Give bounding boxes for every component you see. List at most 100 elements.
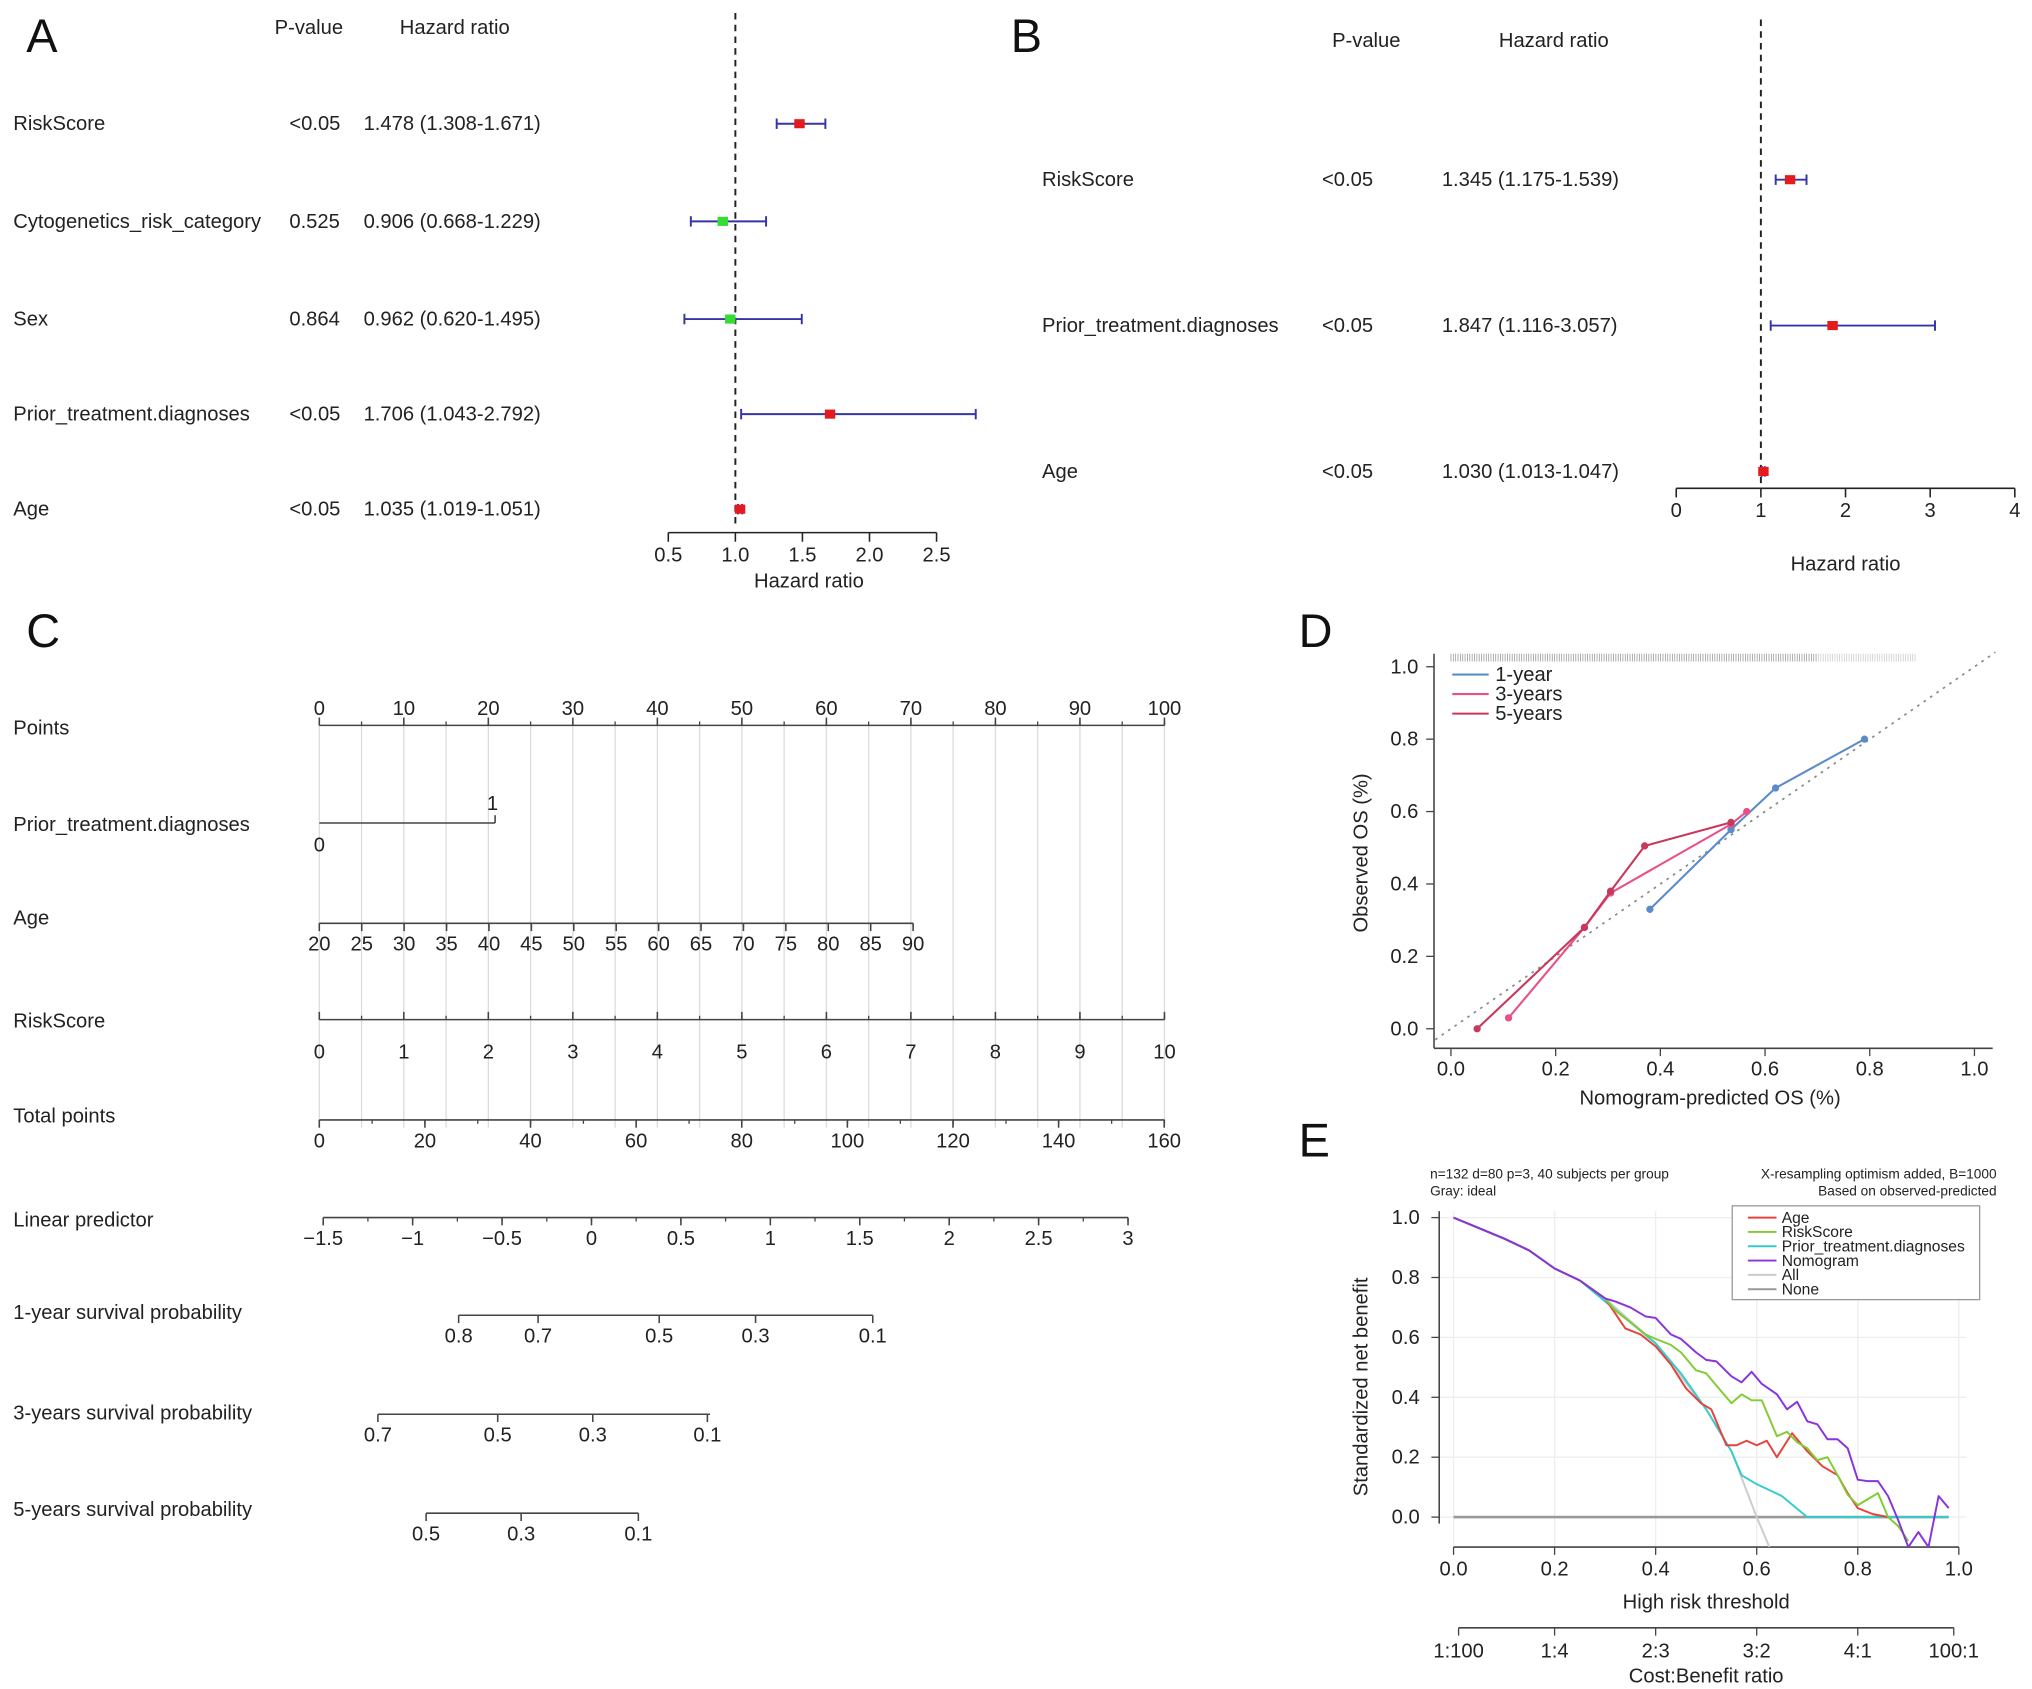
y-tick-label: 1.0	[1390, 656, 1418, 678]
scale-label: Prior_treatment.diagnoses	[13, 814, 250, 836]
scale-tick-label: 0.8	[445, 1326, 473, 1348]
p-value: <0.05	[1322, 315, 1373, 337]
y-tick-label: 0.8	[1390, 729, 1418, 751]
cb-tick-label: 1:4	[1541, 1641, 1569, 1663]
y-tick-label: 0.2	[1392, 1447, 1420, 1469]
scale-tick-label: 0	[314, 835, 325, 857]
hr-text: 1.706 (1.043-2.792)	[364, 404, 541, 426]
x-axis-label: Hazard ratio	[754, 570, 864, 592]
net-benefit-line	[1453, 1216, 1771, 1548]
scale-tick-label: 40	[519, 1130, 541, 1152]
panel-letter: C	[26, 605, 60, 657]
hr-point	[1827, 321, 1838, 331]
row-label: Prior_treatment.diagnoses	[13, 404, 250, 426]
scale-tick-label: 0.7	[364, 1425, 392, 1447]
scale-tick-label: 45	[520, 934, 542, 956]
y-axis-label: Observed OS (%)	[1351, 773, 1373, 932]
scale-tick-label: 8	[990, 1042, 1001, 1064]
scale-tick-label: 2	[483, 1042, 494, 1064]
scale-tick-label: 3	[567, 1042, 578, 1064]
x-tick-label: 0.0	[1440, 1559, 1468, 1581]
scale-tick-label: 60	[625, 1130, 647, 1152]
calibration-point	[1640, 842, 1649, 850]
scale-tick-label: 0.5	[484, 1425, 512, 1447]
calibration-point	[1473, 1025, 1481, 1033]
calibration-line	[1507, 810, 1748, 1019]
pvalue-header: P-value	[275, 17, 343, 39]
scale-tick-label: 30	[393, 934, 415, 956]
scale-tick-label: 5	[736, 1042, 747, 1064]
scale-tick-label: 0	[586, 1228, 597, 1250]
scale-tick-label: 2	[944, 1228, 955, 1250]
scale-tick-label: 30	[562, 698, 584, 720]
cb-tick-label: 1:100	[1433, 1641, 1483, 1663]
scale-tick-label: 35	[435, 934, 457, 956]
scale-tick-label: 6	[821, 1042, 832, 1064]
scale-tick-label: 100	[831, 1130, 865, 1152]
x-axis-label: Hazard ratio	[1791, 553, 1901, 575]
scale-tick-label: 160	[1147, 1130, 1181, 1152]
scale-tick-label: 0	[314, 1042, 325, 1064]
x-tick-label: 2.5	[923, 544, 951, 566]
scale-label: RiskScore	[13, 1010, 105, 1032]
note: Based on observed-predicted	[1818, 1183, 1996, 1198]
y-tick-label: 0.6	[1390, 801, 1418, 823]
scale-tick-label: 120	[936, 1130, 970, 1152]
hr-point	[824, 409, 836, 419]
y-tick-label: 1.0	[1392, 1207, 1420, 1229]
scale-tick-label: 140	[1042, 1130, 1076, 1152]
panel-letter: B	[1011, 10, 1042, 62]
scale-tick-label: 80	[731, 1130, 753, 1152]
p-value: <0.05	[289, 404, 340, 426]
x-tick-label: 2.0	[855, 544, 883, 566]
x-tick-label: 1.5	[788, 544, 816, 566]
scale-tick-label: 1	[765, 1228, 776, 1250]
calibration-point	[1606, 887, 1615, 895]
legend-label: 5-years	[1495, 703, 1562, 725]
scale-tick-label: 1	[398, 1042, 409, 1064]
scale-tick-label: 75	[775, 934, 797, 956]
hr-text: 1.478 (1.308-1.671)	[364, 113, 541, 135]
cb-tick-label: 100:1	[1929, 1641, 1979, 1663]
panel-letter: E	[1299, 1114, 1330, 1166]
scale-tick-label: 70	[732, 934, 754, 956]
note: n=132 d=80 p=3, 40 subjects per group	[1430, 1167, 1669, 1182]
scale-label: 1-year survival probability	[13, 1302, 243, 1324]
scale-tick-label: 40	[646, 698, 668, 720]
note: Gray: ideal	[1430, 1183, 1496, 1198]
x-tick-label: 0.8	[1844, 1559, 1872, 1581]
panel-letter: A	[26, 10, 58, 62]
scale-tick-label: 4	[652, 1042, 663, 1064]
scale-tick-label: −1	[401, 1228, 424, 1250]
scale-tick-label: 0.7	[524, 1326, 552, 1348]
scale-tick-label: 0.1	[859, 1326, 887, 1348]
scale-tick-label: 0.1	[624, 1524, 652, 1546]
scale-tick-label: 90	[1069, 698, 1091, 720]
x-tick-label: 0.4	[1646, 1059, 1674, 1081]
cb-tick-label: 2:3	[1642, 1641, 1670, 1663]
scale-tick-label: 60	[647, 934, 669, 956]
scale-label: Age	[13, 908, 49, 930]
scale-tick-label: 7	[905, 1042, 916, 1064]
y-tick-label: 0.2	[1390, 946, 1418, 968]
hr-point	[1784, 175, 1796, 185]
hr-text: 1.847 (1.116-3.057)	[1442, 315, 1618, 337]
hr-text: 0.906 (0.668-1.229)	[364, 211, 541, 233]
scale-tick-label: 1	[487, 793, 498, 815]
legend-label: RiskScore	[1782, 1224, 1853, 1241]
scale-tick-label: 25	[350, 934, 372, 956]
x-tick-label: 0.8	[1856, 1059, 1884, 1081]
scale-tick-label: 9	[1074, 1042, 1085, 1064]
note: X-resampling optimism added, B=1000	[1761, 1167, 1997, 1182]
calibration-point	[1727, 826, 1735, 834]
scale-tick-label: 0.5	[667, 1228, 695, 1250]
scale-tick-label: 60	[815, 698, 837, 720]
x-tick-label: 2	[1840, 500, 1851, 522]
scale-tick-label: 20	[477, 698, 499, 720]
y-tick-label: 0.0	[1392, 1507, 1420, 1529]
hr-text: 1.345 (1.175-1.539)	[1442, 169, 1619, 191]
x-tick-label: 0.2	[1542, 1059, 1570, 1081]
x-tick-label: 0.4	[1642, 1559, 1670, 1581]
row-label: Age	[13, 499, 49, 521]
scale-label: 3-years survival probability	[13, 1402, 253, 1424]
